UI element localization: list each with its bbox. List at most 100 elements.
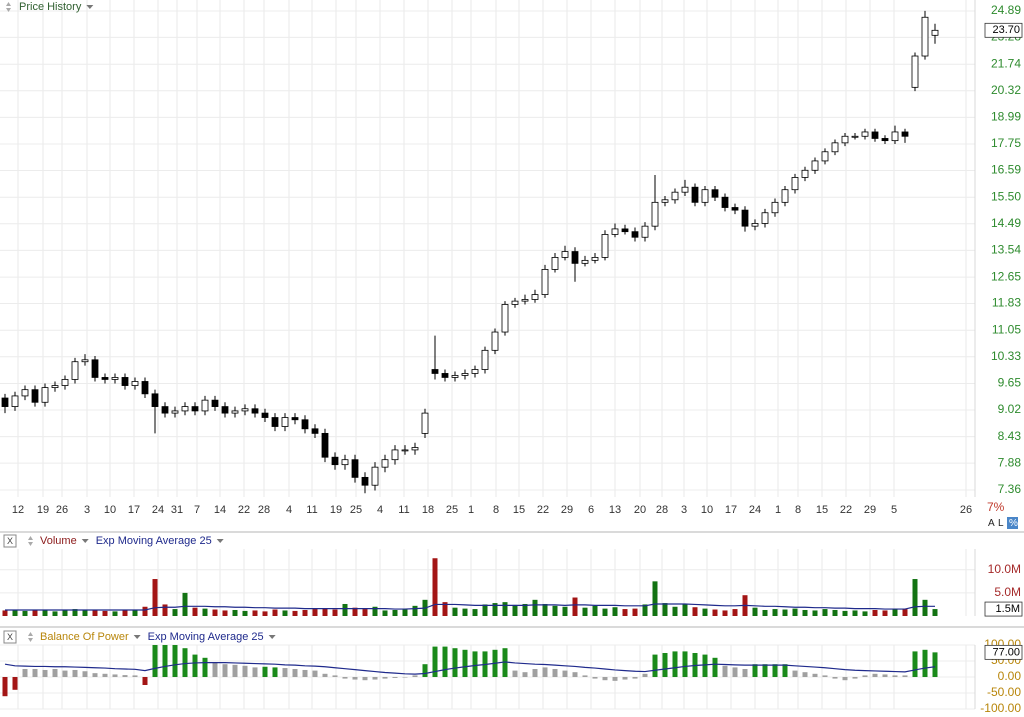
bar — [282, 610, 288, 616]
candle-body — [561, 251, 569, 258]
bar — [142, 606, 148, 616]
bar — [72, 609, 78, 616]
y-tick-label: 8.43 — [998, 429, 1022, 443]
bar — [892, 609, 898, 616]
bar — [352, 677, 358, 680]
candle-body — [851, 135, 859, 138]
bar — [222, 610, 228, 616]
bar — [312, 609, 318, 616]
dropdown-arrow[interactable] — [133, 635, 141, 639]
y-tick-label: 24.89 — [991, 3, 1021, 17]
bar — [452, 607, 458, 616]
bar — [502, 602, 508, 616]
close-button-label[interactable]: X — [7, 632, 13, 642]
y-tick-label: 11.05 — [992, 322, 1021, 336]
candle-body — [441, 373, 449, 378]
candle-body — [671, 191, 679, 201]
bar — [792, 608, 798, 616]
candle-body — [391, 449, 399, 461]
candle-body — [901, 131, 909, 137]
candle-body — [411, 447, 419, 451]
bar — [42, 669, 48, 677]
candle-body — [451, 375, 459, 378]
x-tick-label: 13 — [609, 504, 621, 516]
dropdown-arrow[interactable] — [268, 635, 276, 639]
bar — [782, 664, 788, 677]
candle-body — [221, 406, 229, 414]
bar — [382, 677, 388, 679]
bar — [742, 669, 748, 677]
x-tick-label: 4 — [377, 504, 383, 516]
candle-body — [751, 223, 759, 227]
bar — [342, 603, 348, 616]
bar — [692, 607, 698, 616]
x-tick-label: 8 — [795, 504, 801, 516]
candle-body — [21, 389, 29, 397]
bar — [152, 579, 158, 616]
bar — [462, 649, 468, 677]
bar — [792, 670, 798, 677]
candle-body — [931, 29, 939, 36]
close-button[interactable] — [3, 534, 17, 548]
move-handle[interactable] — [28, 536, 33, 546]
x-tick-label: 22 — [537, 504, 549, 516]
bar — [92, 673, 98, 677]
bar — [382, 610, 388, 616]
x-tick-label: 26 — [56, 504, 68, 516]
bar — [192, 654, 198, 677]
candle-body — [581, 259, 589, 264]
bar — [882, 674, 888, 677]
candle-body — [111, 377, 119, 380]
x-tick-label: 20 — [634, 504, 646, 516]
y-tick-label: 16.59 — [991, 163, 1021, 177]
bar — [162, 645, 168, 677]
dropdown-arrow[interactable] — [81, 539, 89, 543]
x-tick-label: 28 — [656, 504, 668, 516]
dropdown-arrow[interactable] — [216, 539, 224, 543]
indicator-name[interactable]: Balance Of Power — [40, 631, 129, 643]
y-tick-label: 11.83 — [992, 296, 1021, 310]
move-handle[interactable] — [6, 2, 11, 12]
last-value-box — [984, 644, 1023, 660]
control-button[interactable]: % — [1009, 518, 1018, 529]
last-value-label: 23.70 — [992, 24, 1020, 36]
indicator-name[interactable]: Exp Moving Average 25 — [96, 535, 212, 547]
bar — [292, 610, 298, 616]
bar — [682, 603, 688, 616]
bar — [852, 610, 858, 616]
bar — [562, 670, 568, 677]
x-tick-label: 10 — [701, 504, 713, 516]
bar — [722, 665, 728, 677]
bar — [632, 608, 638, 616]
control-active[interactable] — [1007, 517, 1018, 529]
bar — [542, 603, 548, 616]
candle-body — [171, 410, 179, 414]
close-button-label[interactable]: X — [7, 536, 13, 546]
candle-body — [781, 189, 789, 203]
control-button[interactable]: L — [998, 518, 1004, 529]
bar — [172, 645, 178, 677]
candle-body — [311, 428, 319, 434]
candle-body — [651, 201, 659, 227]
x-tick-label: 22 — [840, 504, 852, 516]
candle-body — [541, 269, 549, 295]
bar — [212, 662, 218, 677]
candle-body — [661, 199, 669, 203]
bar — [362, 609, 368, 616]
candle-body — [161, 406, 169, 414]
indicator-name[interactable]: Exp Moving Average 25 — [148, 631, 264, 643]
x-tick-label: 31 — [171, 504, 183, 516]
candle-body — [841, 135, 849, 144]
dropdown-arrow[interactable] — [86, 5, 94, 9]
candle-body — [771, 201, 779, 214]
bar — [672, 606, 678, 616]
control-button[interactable]: A — [988, 518, 995, 529]
candle-body — [811, 160, 819, 171]
x-tick-label: 11 — [398, 504, 409, 516]
indicator-name[interactable]: Volume — [40, 535, 77, 547]
move-handle[interactable] — [28, 632, 33, 642]
close-button[interactable] — [3, 630, 17, 644]
bar — [392, 677, 398, 678]
bar — [752, 607, 758, 616]
bar — [502, 648, 508, 677]
